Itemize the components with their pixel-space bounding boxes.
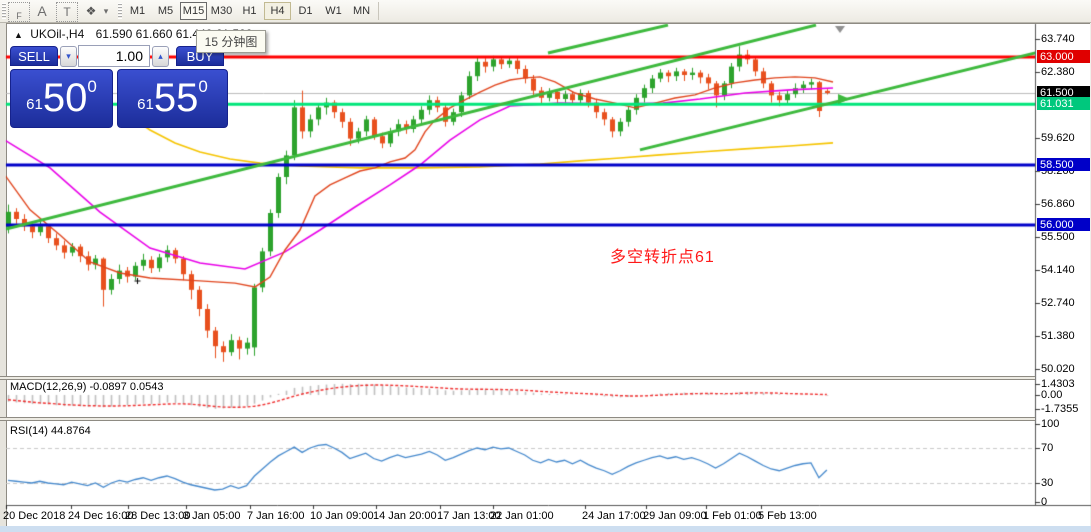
timeframe-tooltip: 15 分钟图 (196, 30, 266, 53)
price-tick-label: 55.500 (1041, 231, 1075, 243)
date-tick-label: 17 Jan 13:00 (437, 510, 501, 522)
indicator-tick-label: 100 (1041, 418, 1060, 430)
date-tick-label: 24 Jan 17:00 (582, 510, 646, 522)
rsi-panel-splitter[interactable] (0, 417, 1035, 421)
price-badge: 61.031 (1037, 97, 1090, 110)
price-badge: 61.500 (1037, 86, 1090, 99)
price-tick-label: 50.020 (1041, 363, 1075, 375)
volume-input[interactable]: 1.00 (78, 45, 150, 67)
date-tick-label: 5 Feb 13:00 (758, 510, 817, 522)
spin-down-icon: ▾ (66, 51, 71, 61)
date-tick-label: 7 Jan 16:00 (247, 510, 305, 522)
price-tick-label: 59.620 (1041, 132, 1075, 144)
indicator-tick-label: -1.7355 (1041, 403, 1079, 415)
spin-up-icon: ▴ (158, 51, 163, 61)
symbol-label: UKOil-,H4 (30, 27, 85, 41)
date-tick-label: 3 Jan 05:00 (183, 510, 241, 522)
price-tick-label: 52.740 (1041, 297, 1075, 309)
price-badge: 58.500 (1037, 158, 1090, 171)
price-tick-label: 62.380 (1041, 66, 1075, 78)
sell-price-main: 50 (42, 76, 88, 120)
price-badge: 63.000 (1037, 50, 1090, 63)
date-tick-label: 10 Jan 09:00 (310, 510, 374, 522)
date-tick-label: 24 Dec 16:00 (68, 510, 134, 522)
chart-annotation-text: 多空转折点61 (610, 249, 715, 266)
sell-price-prefix: 61 (26, 96, 43, 113)
volume-decrease-button[interactable]: ▾ (60, 46, 77, 67)
rsi-label: RSI(14) 44.8764 (10, 425, 91, 437)
sell-price-button[interactable]: 61 50 0 (10, 69, 113, 128)
price-tick-label: 63.740 (1041, 33, 1075, 45)
indicator-tick-label: 30 (1041, 477, 1054, 489)
price-tick-label: 54.140 (1041, 264, 1075, 276)
indicator-tick-label: 1.4303 (1041, 378, 1075, 390)
macd-label: MACD(12,26,9) -0.0897 0.0543 (10, 381, 164, 393)
date-tick-label: 29 Jan 09:00 (643, 510, 707, 522)
buy-price-sup: 0 (198, 77, 208, 96)
price-badge: 56.000 (1037, 218, 1090, 231)
price-tick-label: 56.860 (1041, 198, 1075, 210)
date-tick-label: 1 Feb 01:00 (703, 510, 762, 522)
collapse-triangle-icon[interactable]: ▲ (14, 30, 23, 40)
buy-price-button[interactable]: 61 55 0 (117, 69, 228, 128)
sell-button[interactable]: SELL (10, 46, 58, 66)
tooltip-text: 15 分钟图 (204, 35, 258, 49)
macd-panel-splitter[interactable] (0, 376, 1035, 380)
sell-label: SELL (18, 48, 50, 64)
buy-price-prefix: 61 (137, 96, 154, 113)
date-tick-label: 28 Dec 13:00 (125, 510, 191, 522)
volume-increase-button[interactable]: ▴ (152, 46, 169, 67)
volume-value: 1.00 (115, 48, 143, 64)
sell-price-sup: 0 (87, 77, 97, 96)
indicator-tick-label: 0 (1041, 496, 1048, 508)
buy-price-main: 55 (153, 76, 199, 120)
date-tick-label: 14 Jan 20:00 (373, 510, 437, 522)
indicator-tick-label: 70 (1041, 442, 1054, 454)
price-tick-label: 51.380 (1041, 330, 1075, 342)
indicator-tick-label: 0.00 (1041, 389, 1063, 401)
date-tick-label: 20 Dec 2018 (3, 510, 66, 522)
window-bottom-edge (0, 526, 1091, 532)
date-tick-label: 22 Jan 01:00 (490, 510, 554, 522)
